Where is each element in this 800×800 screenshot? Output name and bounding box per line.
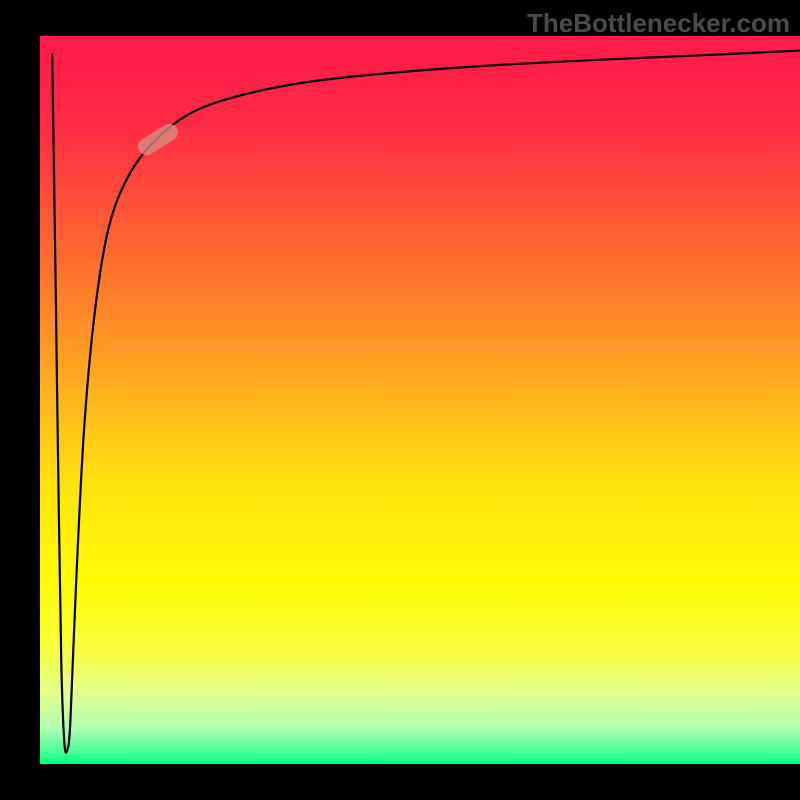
watermark-text: TheBottlenecker.com xyxy=(527,8,790,39)
bottleneck-curve xyxy=(52,51,800,753)
plot-area xyxy=(40,36,800,764)
chart-root: { "watermark": { "text": "TheBottlenecke… xyxy=(0,0,800,800)
